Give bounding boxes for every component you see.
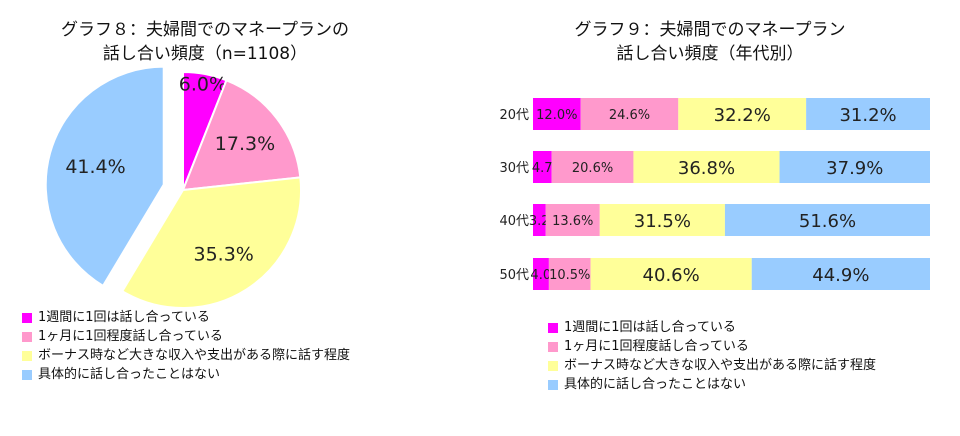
bar-title-line1: グラフ９：夫婦間でのマネープラン [574,20,846,40]
bar-segment-bonus [633,151,780,183]
legend-item-bonus: ボーナス時など大きな収入や支出がある際に話す程度 [22,346,350,365]
legend-swatch [548,341,558,352]
bar-segment-bonus [590,258,752,290]
bar-legend: 1週間に1回は話し合っている 1ヶ月に1回程度話し合っているボーナス時など大きな収… [548,318,876,394]
bar-segment-none [779,151,930,183]
bar-segment-monthly [580,98,679,130]
bar-label-none: 44.9% [812,265,869,286]
bar-label-none: 37.9% [826,158,883,179]
bar-label-bonus: 40.6% [643,265,700,286]
pie-label-weekly: 6.0% [179,74,227,96]
bar-segment-weekly [533,204,546,236]
bar-label-monthly: 20.6% [572,161,613,176]
bar-segment-monthly [548,258,591,290]
pie-slice-none [44,65,165,288]
legend-item-monthly: 1ヶ月に1回程度話し合っている [22,327,350,346]
bar-chart-title: グラフ９：夫婦間でのマネープラン 話し合い頻度（年代別） [545,18,875,66]
bar-segment-weekly [533,258,549,290]
legend-item-none: 具体的に話し合ったことはない [22,365,350,384]
bar-segment-monthly [551,151,634,183]
pie-slice-monthly [181,78,302,192]
bar-segment-bonus [599,204,725,236]
bar-segment-none [724,204,930,236]
legend-label: ボーナス時など大きな収入や支出がある際に話す程度 [38,348,351,363]
legend-swatch [548,379,558,390]
bar-label-monthly: 13.6% [552,214,593,229]
bar-label-bonus: 31.5% [634,211,691,232]
pie-title-line2: 話し合い頻度（n=1108） [102,44,308,64]
legend-item-bonus: ボーナス時など大きな収入や支出がある際に話す程度 [548,356,876,375]
bar-label-weekly: 12.0% [536,108,577,123]
pie-label-none: 41.4% [65,156,125,178]
bar-segment-monthly [545,204,600,236]
bar-label-none: 31.2% [839,105,896,126]
bar-segment-weekly [533,151,552,183]
pie-title-line1: グラフ８：夫婦間でのマネープランの [61,20,349,40]
legend-label: 1ヶ月に1回程度話し合っている [564,339,749,354]
bar-label-monthly: 10.5% [549,268,590,283]
bar-label-monthly: 24.6% [609,108,650,123]
bar-segment-none [751,258,930,290]
legend-label: 1ヶ月に1回程度話し合っている [38,329,223,344]
bar-label-none: 51.6% [799,211,856,232]
pie-legend: 1週間に1回は話し合っている 1ヶ月に1回程度話し合っているボーナス時など大きな収… [22,308,350,384]
legend-item-weekly: 1週間に1回は話し合っている [22,308,350,327]
bar-segment-weekly [533,98,581,130]
bar-label-bonus: 36.8% [678,158,735,179]
category-label: 30代 [499,161,529,176]
legend-swatch [548,322,558,333]
legend-swatch [548,360,558,371]
legend-label: 具体的に話し合ったことはない [564,377,747,392]
legend-item-monthly: 1ヶ月に1回程度話し合っている [548,337,876,356]
legend-swatch [22,312,32,323]
category-label: 50代 [499,268,529,283]
legend-swatch [22,350,32,361]
bar-title-line2: 話し合い頻度（年代別） [616,44,804,64]
legend-label: ボーナス時など大きな収入や支出がある際に話す程度 [564,358,877,373]
stacked-bar-chart: 20代 12.0% 24.6% 32.2% 31.2%30代 4.7% 20.6% 36.8%… [499,98,930,290]
bar-segment-none [806,98,930,130]
legend-swatch [22,369,32,380]
legend-item-weekly: 1週間に1回は話し合っている [548,318,876,337]
bar-segment-bonus [678,98,807,130]
legend-swatch [22,331,32,342]
pie-chart-title: グラフ８：夫婦間でのマネープランの 話し合い頻度（n=1108） [20,18,390,66]
pie-slice-bonus [120,176,302,309]
legend-item-none: 具体的に話し合ったことはない [548,375,876,394]
pie-label-bonus: 35.3% [193,244,253,266]
category-label: 40代 [499,214,529,229]
bar-label-bonus: 32.2% [714,105,771,126]
legend-label: 具体的に話し合ったことはない [38,367,221,382]
pie-label-monthly: 17.3% [215,133,275,155]
category-label: 20代 [499,108,529,123]
legend-label: 1週間に1回は話し合っている [564,320,736,335]
pie-chart: 6.0% 17.3% 35.3% 41.4% [44,65,302,309]
legend-label: 1週間に1回は話し合っている [38,310,210,325]
